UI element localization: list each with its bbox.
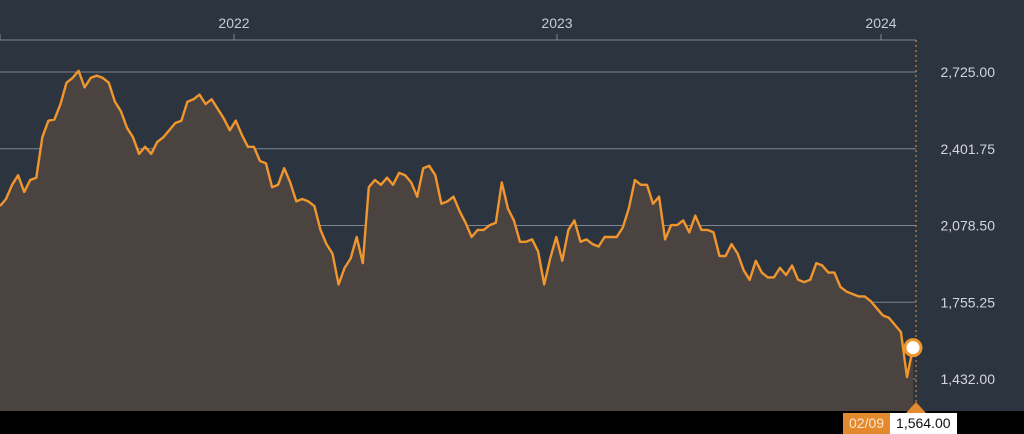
series-area-fill (0, 70, 913, 411)
y-axis-ticks: 2,725.00 2,401.75 2,078.50 1,755.25 1,432.00 (941, 64, 996, 387)
x-tick-label-2022: 2022 (218, 15, 249, 31)
current-point-marker[interactable] (903, 338, 923, 358)
x-axis-ticks: 2022 2023 2024 (218, 15, 896, 31)
y-tick-label-2: 2,078.50 (941, 218, 996, 234)
x-tick-label-2023: 2023 (541, 15, 572, 31)
x-tick-label-2024: 2024 (865, 15, 896, 31)
readout-date: 02/09 (843, 413, 891, 434)
price-area-chart: 2022 2023 2024 2,725.00 2,401.75 2,078.50 1,7… (0, 15, 996, 411)
y-tick-label-4: 1,432.00 (941, 371, 996, 387)
y-tick-label-0: 2,725.00 (941, 64, 996, 80)
current-readout: 02/09 1,564.00 (843, 413, 957, 434)
series-line (0, 69, 915, 379)
y-tick-label-3: 1,755.25 (941, 294, 996, 310)
readout-value: 1,564.00 (890, 413, 957, 434)
y-tick-label-1: 2,401.75 (941, 141, 996, 157)
bottom-axis-bar (0, 411, 1024, 434)
